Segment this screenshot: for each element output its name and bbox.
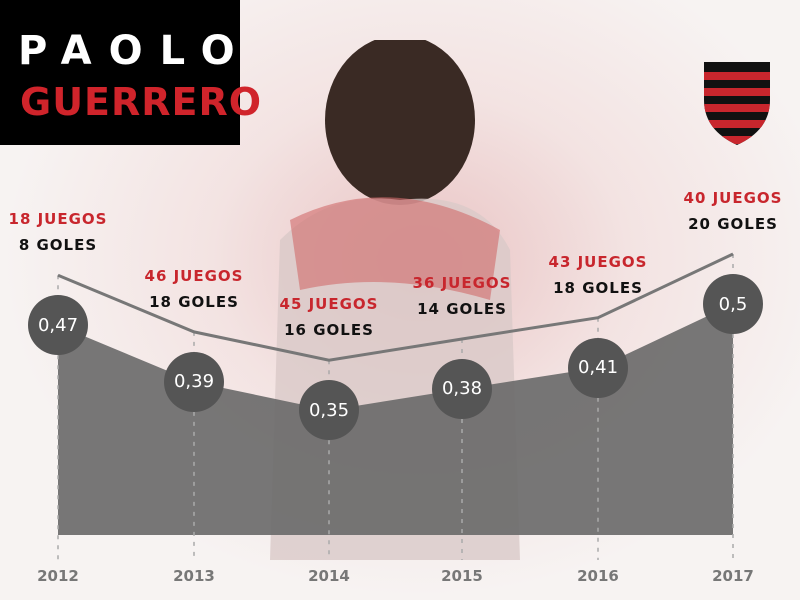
x-tick-label: 2012 [37,567,79,585]
last-name: GUERRERO [20,80,263,124]
juegos-label: 45 JUEGOS [279,295,379,314]
x-tick-label: 2017 [712,567,754,585]
x-tick-label: 2014 [308,567,350,585]
first-name: PAOLO [18,28,252,74]
data-point-label: 0,47 [28,295,88,356]
x-tick-label: 2016 [577,567,619,585]
data-point-label: 0,38 [432,358,492,419]
goles-label: 18 GOLES [553,278,643,297]
data-point-label: 0,35 [299,380,359,441]
goles-label: 20 GOLES [688,215,778,233]
goles-label: 16 GOLES [284,321,374,340]
goles-label: 8 GOLES [18,236,98,255]
goles-label: 18 GOLES [149,292,239,311]
area [58,304,733,535]
juegos-label: 43 JUEGOS [548,252,648,271]
juegos-label: 46 JUEGOS [144,266,244,285]
juegos-label: 36 JUEGOS [412,273,512,292]
trend-line [57,252,734,362]
title-box: PAOLO GUERRERO [0,0,261,145]
data-point-label: 0,39 [164,351,224,412]
juegos-label: 40 JUEGOS [683,189,783,207]
juegos-label: 18 JUEGOS [8,210,108,229]
goles-label: 14 GOLES [417,299,507,318]
x-tick-label: 2013 [173,567,215,585]
x-tick-label: 2015 [441,567,483,585]
data-point-label: 0,41 [568,337,628,398]
data-point-label: 0,5 [703,274,763,334]
